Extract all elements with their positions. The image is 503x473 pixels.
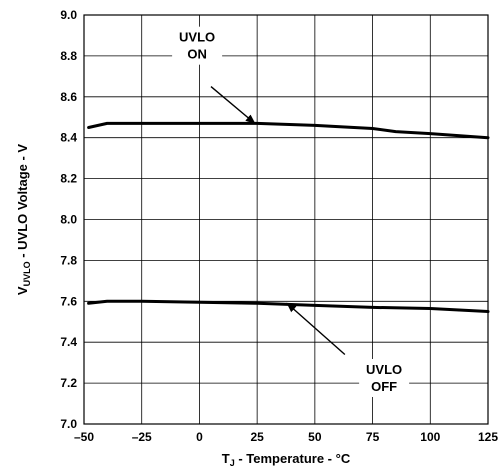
y-tick-label: 8.6 [60, 90, 77, 104]
y-axis-title: VUVLO - UVLO Voltage - V [15, 144, 32, 296]
annotation-label-line: OFF [371, 379, 397, 394]
annotation-arrow [286, 302, 346, 355]
series-lines [87, 121, 490, 313]
annotation-label-line: ON [187, 47, 207, 62]
y-tick-labels: 7.0 7.2 7.4 7.6 7.8 8.0 8.2 8.4 8.6 8.8 9.0 [60, 8, 77, 431]
grid-lines [83, 14, 489, 425]
series-line-uvlo-on [87, 121, 490, 140]
plot-frame [83, 14, 489, 425]
x-axis-title-sub: J [230, 458, 235, 468]
y-tick-label: 7.4 [60, 335, 77, 349]
y-tick-label: 8.4 [60, 131, 77, 145]
y-tick-label: 7.8 [60, 253, 77, 267]
x-tick-label: 0 [196, 430, 203, 444]
annotation-label-line: UVLO [179, 30, 215, 45]
annotation-uvlo-off: UVLO OFF [286, 302, 410, 397]
y-tick-label: 7.6 [60, 294, 77, 308]
series-line-uvlo-off [87, 299, 490, 313]
y-tick-label: 7.0 [60, 417, 77, 431]
annotations: UVLO ON UVLO OFF [172, 26, 410, 397]
x-tick-label: 125 [478, 430, 498, 444]
annotation-label-background [359, 358, 410, 397]
x-tick-label: –25 [132, 430, 152, 444]
x-axis-title-main: T [222, 451, 230, 466]
x-tick-label: 75 [366, 430, 380, 444]
annotation-uvlo-on: UVLO ON [172, 26, 256, 125]
x-tick-label: –50 [74, 430, 94, 444]
y-axis-title-sub: UVLO [22, 261, 32, 286]
y-axis-title-rest: - UVLO Voltage - V [15, 144, 30, 262]
y-tick-label: 8.2 [60, 172, 77, 186]
y-axis-title-main: V [15, 286, 30, 295]
y-tick-label: 7.2 [60, 376, 77, 390]
x-axis-title-rest: - Temperature - °C [235, 451, 351, 466]
annotation-arrow [210, 86, 256, 125]
y-tick-label: 8.8 [60, 49, 77, 63]
x-tick-label: 50 [308, 430, 322, 444]
y-tick-label: 9.0 [60, 8, 77, 22]
annotation-label-background [172, 26, 223, 65]
y-tick-label: 8.0 [60, 213, 77, 227]
annotation-label-line: UVLO [366, 362, 402, 377]
x-tick-label: 100 [420, 430, 440, 444]
x-axis-title: TJ - Temperature - °C [222, 451, 351, 468]
x-tick-labels: –50 –25 0 25 50 75 100 125 [74, 430, 498, 444]
x-tick-label: 25 [250, 430, 264, 444]
